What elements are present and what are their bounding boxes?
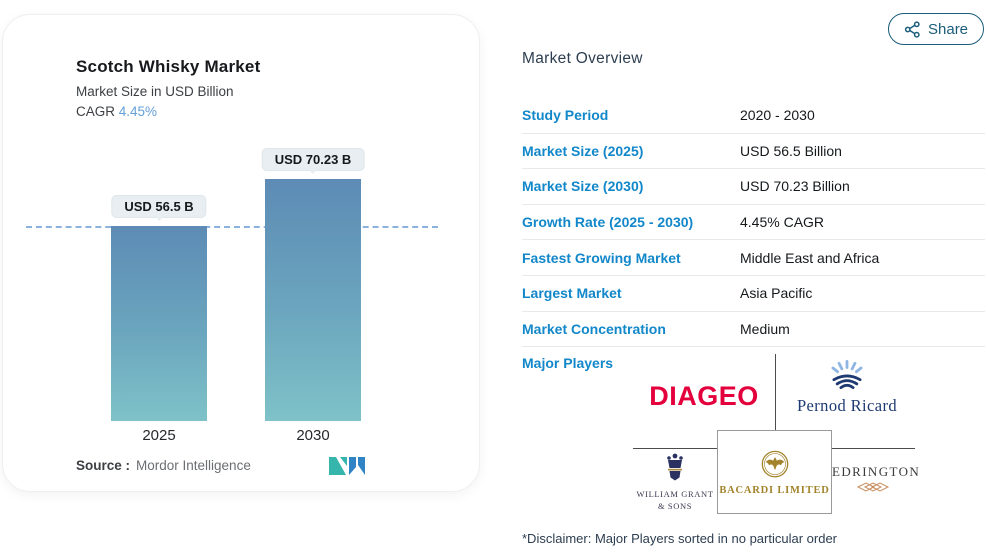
bar-2030 (265, 179, 361, 421)
table-row-market-size-2030: Market Size (2030) USD 70.23 Billion (522, 169, 985, 205)
william-grant-sons-logo: WILLIAM GRANT & SONS (633, 452, 717, 513)
row-label: Largest Market (522, 285, 622, 302)
table-row-fastest-growing-market: Fastest Growing Market Middle East and A… (522, 240, 985, 276)
pernod-ricard-logo: Pernod Ricard (779, 360, 915, 416)
row-label: Market Concentration (522, 320, 666, 337)
table-row-market-concentration: Market Concentration Medium (522, 312, 985, 348)
row-value: USD 70.23 Billion (740, 178, 850, 195)
bar-value-label-2025: USD 56.5 B (111, 195, 207, 219)
edrington-logo: EDRINGTON (832, 464, 921, 499)
bacardi-wordmark: BACARDI LIMITED (719, 484, 830, 496)
share-button[interactable]: Share (888, 13, 985, 45)
overview-table: Study Period 2020 - 2030 Market Size (20… (522, 98, 985, 348)
pernod-ricard-wordmark: Pernod Ricard (796, 396, 898, 415)
table-row-largest-market: Largest Market Asia Pacific (522, 276, 985, 312)
logo-grid-vertical-divider (775, 354, 776, 434)
table-row-market-size-2025: Market Size (2025) USD 56.5 Billion (522, 134, 985, 170)
row-label: Study Period (522, 107, 609, 124)
bacardi-bat-icon (761, 450, 788, 477)
bacardi-limited-logo: BACARDI LIMITED (717, 430, 832, 514)
chart-header: Scotch Whisky Market Market Size in USD … (76, 57, 260, 119)
row-value: Middle East and Africa (740, 249, 880, 266)
edrington-wordmark: EDRINGTON (832, 464, 921, 479)
row-value: 4.45% CAGR (740, 214, 825, 231)
reference-dashed-line (26, 226, 438, 229)
major-players-logos: DIAGEO Pernod Rica (633, 352, 921, 515)
market-overview-panel: Market Overview Study Period 2020 - 2030… (522, 0, 985, 554)
row-label: Growth Rate (2025 - 2030) (522, 214, 694, 231)
source-label: Source : (76, 458, 131, 473)
william-grant-line2: & SONS (657, 500, 693, 511)
share-label: Share (928, 20, 969, 38)
mordor-intelligence-logo-icon (329, 457, 365, 475)
chart-title: Scotch Whisky Market (76, 57, 261, 76)
table-row-growth-rate: Growth Rate (2025 - 2030) 4.45% CAGR (522, 205, 985, 241)
x-tick-2030: 2030 (296, 427, 330, 444)
bar-2025 (111, 226, 207, 421)
market-chart-card: Scotch Whisky Market Market Size in USD … (2, 14, 480, 492)
diageo-logo: DIAGEO (649, 380, 759, 411)
row-value: Medium (740, 320, 790, 337)
x-tick-2025: 2025 (142, 427, 176, 444)
table-row-study-period: Study Period 2020 - 2030 (522, 98, 985, 134)
chart-subtitle: Market Size in USD Billion (76, 84, 234, 99)
william-grant-wordmark: WILLIAM GRANT & SONS (633, 489, 717, 513)
row-value: Asia Pacific (740, 285, 813, 302)
pernod-ricard-sun-icon (831, 360, 863, 390)
cagr-value: 4.45% (118, 104, 158, 119)
major-players-label: Major Players (522, 355, 614, 371)
row-label: Fastest Growing Market (522, 249, 681, 266)
bar-chart: USD 56.5 B USD 70.23 B (3, 15, 479, 421)
chart-cagr: CAGR 4.45% (76, 104, 260, 119)
row-value: USD 56.5 Billion (740, 142, 842, 159)
row-value: 2020 - 2030 (740, 107, 815, 124)
cagr-label: CAGR (76, 104, 116, 119)
row-label: Market Size (2030) (522, 178, 644, 195)
bar-value-label-2030: USD 70.23 B (261, 148, 365, 171)
row-label: Market Size (2025) (522, 142, 644, 159)
william-grant-crest-icon (667, 453, 683, 481)
share-icon (904, 20, 920, 38)
source-attribution: Source : Mordor Intelligence (76, 458, 251, 473)
william-grant-line1: WILLIAM GRANT (636, 489, 714, 499)
overview-heading: Market Overview (522, 50, 643, 67)
source-value: Mordor Intelligence (136, 458, 251, 473)
disclaimer-text: *Disclaimer: Major Players sorted in no … (522, 531, 838, 546)
edrington-diamonds-icon (856, 482, 889, 492)
